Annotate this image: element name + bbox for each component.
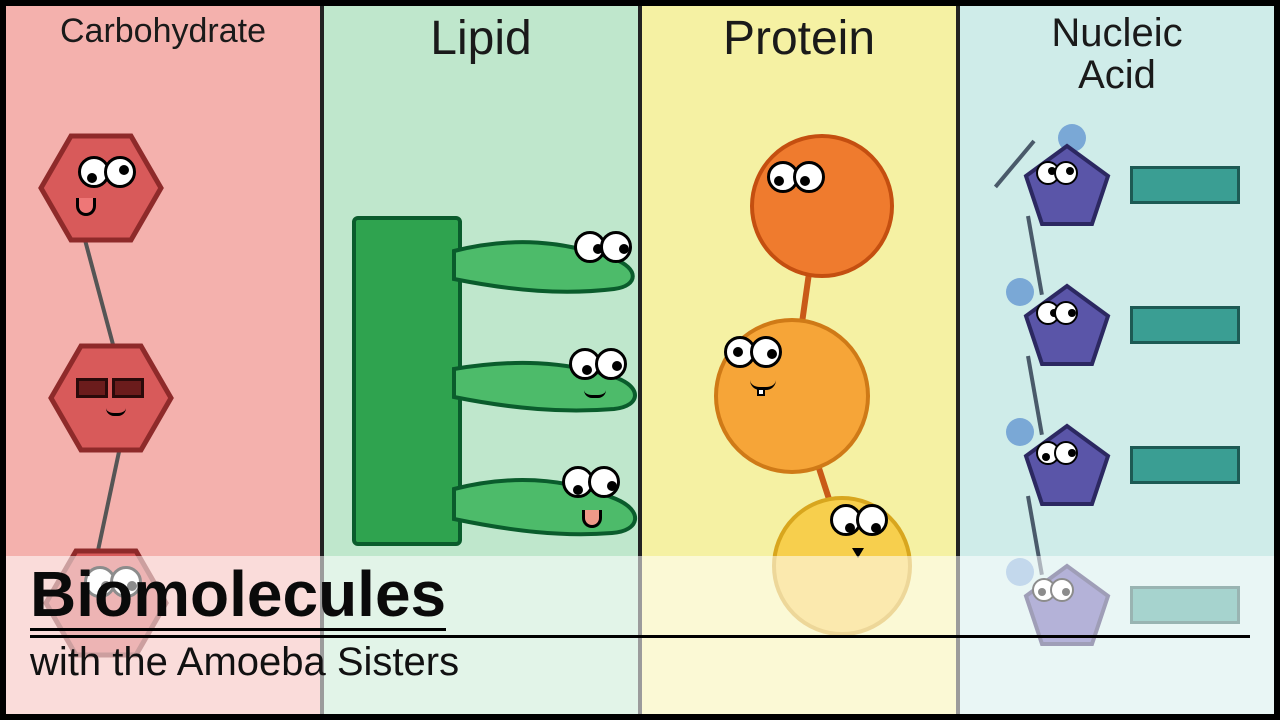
panel-title-lipid: Lipid — [324, 14, 638, 64]
na-eyes-3 — [1036, 441, 1078, 465]
carb-hexagon-2 — [51, 346, 171, 450]
protein-eyes-3 — [830, 504, 888, 536]
carb-connector-1 — [83, 238, 118, 355]
carb-eyes-1 — [78, 156, 136, 188]
panel-title-protein: Protein — [642, 14, 956, 64]
protein-eyes-2 — [724, 336, 782, 368]
footer-overlay: Biomolecules with the Amoeba Sisters — [6, 556, 1274, 714]
footer-title: Biomolecules — [30, 562, 446, 631]
na-base-1 — [1130, 166, 1240, 204]
protein-teeth — [757, 388, 765, 396]
na-eyes-1 — [1036, 161, 1078, 185]
protein-amino-1 — [750, 134, 894, 278]
protein-eyes-1 — [767, 161, 825, 193]
na-base-3 — [1130, 446, 1240, 484]
na-base-2 — [1130, 306, 1240, 344]
carb-connector-2 — [94, 447, 122, 560]
lipid-eyes-1 — [574, 231, 632, 263]
na-pentagon-3 — [1026, 426, 1108, 509]
panel-title-carbohydrate: Carbohydrate — [6, 14, 320, 50]
na-pentagon-2 — [1026, 286, 1108, 369]
panel-title-nucleic-acid-text: Nucleic Acid — [1051, 11, 1182, 97]
footer-subtitle: with the Amoeba Sisters — [30, 640, 1250, 685]
lipid-head-rect — [352, 216, 462, 546]
lipid-eyes-2 — [569, 348, 627, 380]
footer-rule — [30, 635, 1250, 638]
na-pentagon-1 — [1026, 146, 1108, 229]
carb-glasses — [76, 378, 144, 398]
carb-hexagon-1 — [41, 136, 161, 240]
na-eyes-2 — [1036, 301, 1078, 325]
lipid-eyes-3 — [562, 466, 620, 498]
panel-title-nucleic-acid: Nucleic Acid — [960, 12, 1274, 96]
